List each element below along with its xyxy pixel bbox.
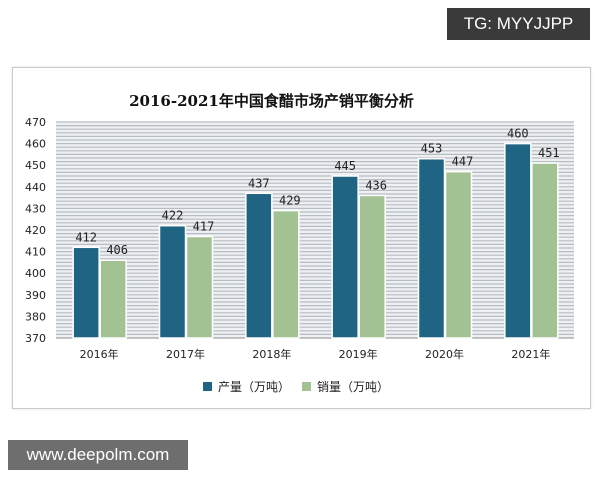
bar-production (72, 246, 100, 339)
bar-sales (99, 259, 127, 339)
legend-label-sales: 销量（万吨） (317, 380, 390, 394)
x-tick-label: 2019年 (339, 347, 378, 361)
bar-production (504, 142, 532, 339)
y-tick-label: 450 (25, 159, 46, 172)
bar-production (331, 175, 359, 339)
x-tick-label: 2017年 (166, 347, 205, 361)
y-tick-label: 410 (25, 246, 46, 259)
bar-production (417, 157, 446, 339)
data-label: 417 (193, 219, 215, 233)
x-tick-label: 2020年 (425, 347, 464, 361)
data-label: 406 (106, 243, 128, 257)
legend-swatch-production (203, 382, 212, 391)
y-tick-label: 400 (25, 267, 46, 280)
bar-sales (444, 170, 473, 339)
y-tick-label: 420 (25, 224, 46, 237)
data-label: 451 (538, 146, 560, 160)
data-label: 453 (421, 142, 443, 156)
data-label: 447 (452, 155, 474, 169)
y-tick-label: 460 (25, 138, 46, 151)
watermark-top: TG: MYYJJPP (447, 8, 590, 40)
x-tick-label: 2016年 (80, 347, 119, 361)
bar-production (158, 224, 187, 339)
y-tick-label: 370 (25, 332, 46, 345)
data-label: 436 (365, 178, 387, 192)
y-tick-label: 430 (25, 202, 46, 215)
data-label: 445 (334, 159, 356, 173)
y-tick-label: 470 (25, 116, 46, 129)
y-tick-label: 440 (25, 181, 46, 194)
bar-sales (358, 194, 386, 339)
chart-card: 2016-2021年中国食醋市场产销平衡分析 370 380 390 400 410 42… (12, 67, 591, 409)
data-label: 460 (507, 127, 529, 141)
data-label: 412 (75, 230, 97, 244)
y-tick-label: 390 (25, 289, 46, 302)
data-label: 429 (279, 194, 301, 208)
legend-swatch-sales (302, 382, 312, 391)
bar-sales (272, 209, 300, 339)
legend-label-production: 产量（万吨） (218, 380, 291, 394)
bar-production (245, 192, 273, 339)
watermark-bottom: www.deepolm.com (8, 440, 188, 470)
bar-chart: 370 380 390 400 410 420 430 440 450 460 470 2016年 41… (25, 116, 574, 361)
x-tick-label: 2021年 (511, 347, 550, 361)
y-tick-label: 380 (25, 310, 46, 323)
bar-sales (531, 162, 559, 339)
x-tick-label: 2018年 (252, 347, 291, 361)
bar-sales (185, 235, 214, 339)
legend: 产量（万吨） 销量（万吨） (203, 378, 389, 395)
data-label: 437 (248, 176, 270, 190)
data-label: 422 (162, 209, 184, 223)
chart-title: 2016-2021年中国食醋市场产销平衡分析 (129, 92, 414, 110)
